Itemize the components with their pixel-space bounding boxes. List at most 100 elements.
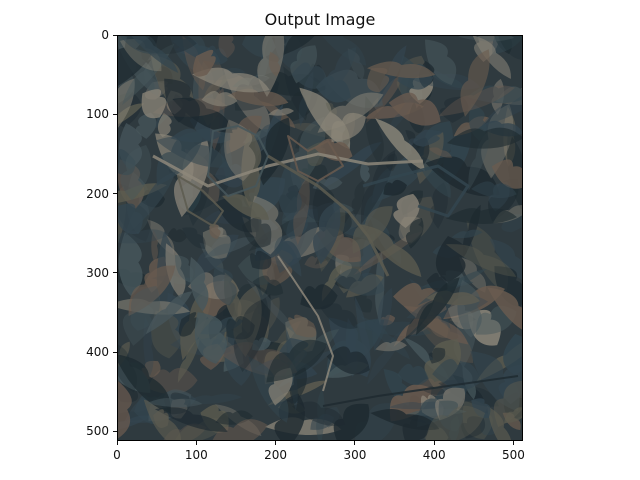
brush-stroke xyxy=(178,312,199,337)
x-tick-label: 300 xyxy=(343,448,367,462)
brush-stroke xyxy=(415,277,460,336)
brush-stroke xyxy=(432,359,482,390)
brush-stroke xyxy=(312,201,341,265)
x-tick-mark xyxy=(354,441,356,445)
brush-stroke xyxy=(493,380,522,428)
brush-stroke xyxy=(316,388,325,440)
brush-stroke xyxy=(218,36,235,58)
figure-stroke xyxy=(362,164,470,218)
brush-stroke xyxy=(460,49,490,117)
brush-stroke xyxy=(201,91,238,107)
brush-stroke xyxy=(164,78,200,129)
y-tick-mark xyxy=(113,272,117,274)
brush-stroke xyxy=(167,228,187,243)
x-tick-label: 100 xyxy=(184,448,208,462)
brush-stroke xyxy=(118,232,143,297)
brush-stroke xyxy=(278,166,302,221)
brush-stroke xyxy=(375,341,407,352)
brush-stroke xyxy=(222,194,270,220)
brush-stroke xyxy=(370,409,440,431)
brush-stroke xyxy=(213,266,237,306)
brush-stroke xyxy=(145,291,193,335)
brush-stroke xyxy=(141,89,167,119)
brush-stroke xyxy=(125,171,176,236)
brush-stroke xyxy=(283,66,308,121)
figure-stroke xyxy=(277,255,334,392)
brush-stroke xyxy=(375,118,425,172)
brush-stroke xyxy=(367,61,436,79)
brush-stroke xyxy=(496,36,522,61)
brush-stroke xyxy=(445,208,517,224)
brush-stroke xyxy=(227,88,289,107)
brush-stroke xyxy=(425,405,486,440)
brush-stroke xyxy=(320,303,358,329)
brush-stroke xyxy=(268,51,281,77)
brush-stroke xyxy=(492,36,522,55)
brush-stroke xyxy=(250,250,272,270)
brush-stroke xyxy=(504,407,522,424)
brush-stroke xyxy=(193,49,216,77)
brush-stroke xyxy=(252,337,271,351)
brush-stroke xyxy=(489,238,522,284)
brush-stroke xyxy=(388,92,441,126)
x-tick-label: 0 xyxy=(113,448,121,462)
plot-title: Output Image xyxy=(264,10,376,29)
brush-stroke xyxy=(291,62,328,89)
brush-stroke xyxy=(194,312,227,364)
brush-stroke xyxy=(175,254,194,283)
brush-stroke xyxy=(122,36,179,73)
figure-stroke xyxy=(152,152,424,188)
brush-stroke xyxy=(288,314,317,338)
brush-stroke xyxy=(146,397,203,408)
x-tick-mark xyxy=(433,441,435,445)
brush-stroke xyxy=(119,39,162,72)
figure-stroke xyxy=(207,125,269,197)
brush-stroke xyxy=(204,237,257,258)
x-tick-mark xyxy=(116,441,118,445)
brush-stroke xyxy=(177,337,201,383)
brush-stroke xyxy=(118,379,132,440)
brush-stroke xyxy=(405,217,424,249)
brush-stroke xyxy=(334,268,385,296)
brush-stroke xyxy=(118,229,170,244)
brush-stroke xyxy=(351,180,365,217)
brush-stroke xyxy=(241,128,262,207)
brush-stroke xyxy=(352,206,393,254)
x-tick-mark xyxy=(275,441,277,445)
brush-stroke xyxy=(246,279,296,334)
brush-stroke xyxy=(128,265,176,317)
brush-stroke xyxy=(472,36,511,79)
brush-stroke xyxy=(491,159,522,189)
brush-stroke xyxy=(451,229,483,239)
y-tick-mark xyxy=(113,351,117,353)
brush-stroke xyxy=(331,112,366,142)
texture-painting-image xyxy=(118,36,522,440)
y-tick-label: 0 xyxy=(101,28,109,42)
y-tick-label: 400 xyxy=(86,345,109,360)
brush-stroke xyxy=(447,127,522,149)
brush-stroke xyxy=(209,223,221,239)
brush-stroke xyxy=(189,256,209,312)
brush-stroke xyxy=(289,367,307,405)
brush-stroke xyxy=(435,387,466,421)
brush-stroke xyxy=(424,427,449,440)
brush-stroke xyxy=(413,129,442,147)
brush-stroke xyxy=(372,287,393,352)
brush-stroke xyxy=(157,113,172,138)
brush-stroke xyxy=(310,413,335,430)
y-tick-label: 100 xyxy=(86,107,109,122)
brush-stroke xyxy=(424,39,457,86)
figure-stroke xyxy=(287,135,344,182)
brush-stroke xyxy=(448,415,460,440)
brush-stroke xyxy=(360,149,396,225)
brush-stroke xyxy=(118,353,171,414)
brush-stroke xyxy=(226,115,262,155)
figure-stroke xyxy=(267,154,390,277)
brush-stroke xyxy=(291,401,346,426)
brush-stroke xyxy=(425,156,500,197)
y-tick-label: 300 xyxy=(86,265,109,280)
brush-stroke xyxy=(438,400,463,432)
brush-stroke xyxy=(242,216,272,248)
brush-stroke xyxy=(461,416,486,439)
